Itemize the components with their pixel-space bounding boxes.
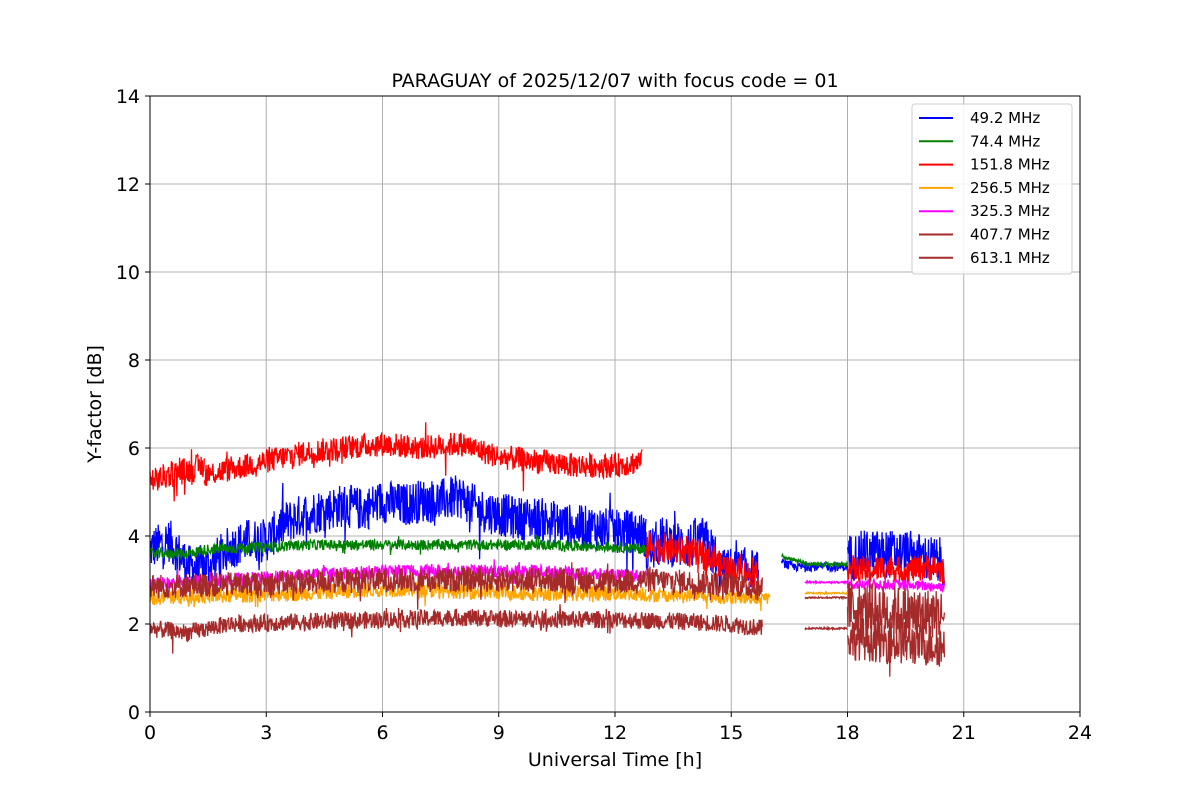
series-2-line <box>149 422 945 595</box>
series-3-segment <box>804 590 849 596</box>
series-5-segment <box>804 595 848 601</box>
x-axis-label: Universal Time [h] <box>528 749 702 771</box>
plot-lines <box>149 422 946 677</box>
legend-entry-label: 49.2 MHz <box>970 109 1040 127</box>
series-0-line <box>149 475 946 597</box>
legend-box <box>911 103 1073 275</box>
x-tick-label: 15 <box>719 722 743 744</box>
x-tick-label: 6 <box>376 722 388 744</box>
series-1-line <box>149 535 849 569</box>
x-tick-label: 12 <box>603 722 627 744</box>
x-tick-label: 9 <box>493 722 505 744</box>
series-2-segment <box>203 422 643 492</box>
y-axis-label: Y-factor [dB] <box>84 345 106 464</box>
series-2-segment <box>715 550 760 595</box>
chart-title: PARAGUAY of 2025/12/07 with focus code =… <box>391 70 838 92</box>
y-tick-label: 0 <box>128 702 140 724</box>
y-tick-label: 14 <box>116 86 140 108</box>
series-0-segment <box>149 475 647 597</box>
legend: 49.2 MHz 74.4 MHz 151.8 MHz 256.5 MHz 32… <box>911 103 1073 275</box>
series-6-segment <box>804 625 848 632</box>
series-1-segment <box>149 535 647 561</box>
x-tick-label: 0 <box>144 722 156 744</box>
legend-entry-label: 325.3 MHz <box>970 202 1050 220</box>
y-tick-label: 4 <box>128 526 140 548</box>
y-tick-label: 12 <box>116 174 140 196</box>
series-2-segment <box>846 555 945 587</box>
series-2-segment <box>645 530 717 586</box>
legend-entry-label: 151.8 MHz <box>970 156 1050 174</box>
legend-entry-label: 613.1 MHz <box>970 249 1050 267</box>
series-6-line <box>149 604 946 667</box>
series-1-segment <box>781 552 849 569</box>
series-4-segment <box>804 579 848 586</box>
legend-entry-label: 256.5 MHz <box>970 179 1050 197</box>
series-6-segment <box>149 604 763 654</box>
legend-entry-label: 74.4 MHz <box>970 132 1040 150</box>
x-tick-label: 21 <box>952 722 976 744</box>
legend-entry-label: 407.7 MHz <box>970 226 1050 244</box>
x-tick-label: 3 <box>260 722 272 744</box>
series-5-segment <box>846 554 946 677</box>
y-tick-label: 2 <box>128 614 140 636</box>
series-5-segment <box>149 562 763 610</box>
series-0-segment <box>645 510 717 581</box>
series-6-segment <box>846 608 946 667</box>
series-0-segment <box>846 530 946 587</box>
y-tick-label: 8 <box>128 350 140 372</box>
series-2-segment <box>149 449 205 502</box>
series-4-segment <box>846 576 946 594</box>
y-tick-label: 10 <box>116 262 140 284</box>
series-5-line <box>149 554 946 677</box>
x-tick-label: 24 <box>1068 722 1092 744</box>
y-tick-label: 6 <box>128 438 140 460</box>
x-tick-label: 18 <box>835 722 859 744</box>
